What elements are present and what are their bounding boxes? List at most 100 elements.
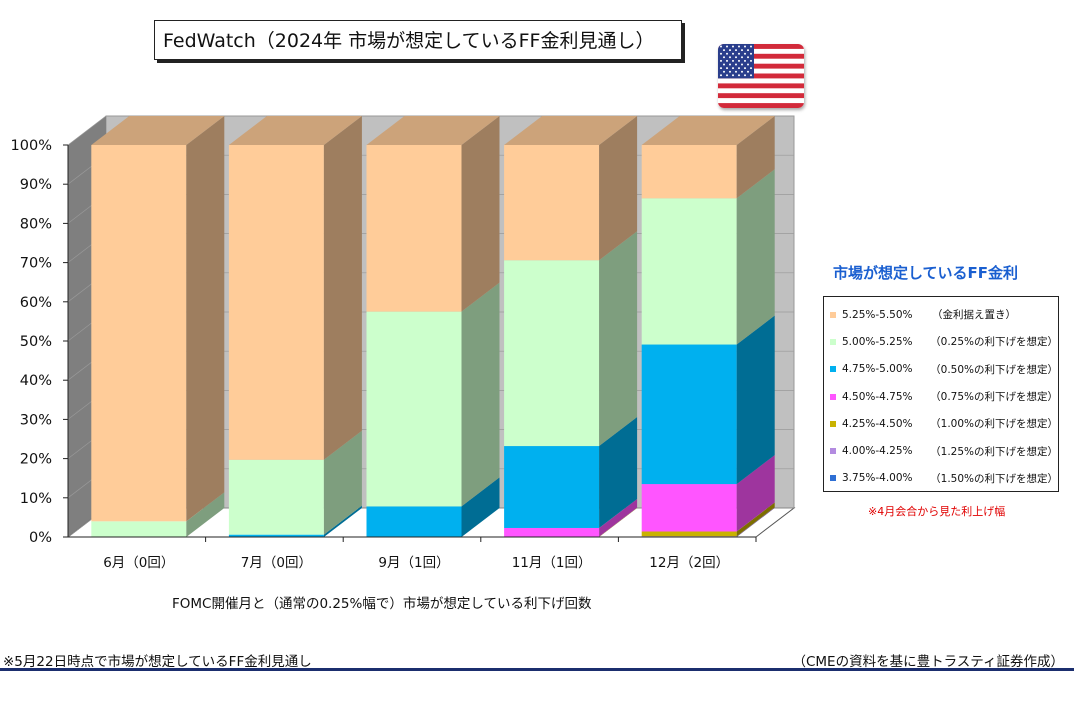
footer-rule (0, 668, 1074, 671)
flag-star (723, 63, 725, 66)
flag-star (747, 63, 749, 66)
footer-note: ※5月22日時点で市場が想定しているFF金利見通し (3, 654, 312, 670)
y-tick-label: 80% (20, 216, 52, 232)
bar-segment-side (599, 507, 638, 537)
flag-star (726, 45, 728, 48)
legend-range: 3.75%-4.00% (842, 472, 913, 485)
legend-entry: 5.00%-5.25% （0.25%の利下げを想定） (830, 328, 1058, 355)
bar-segment-side (461, 116, 500, 312)
x-tick-label: 11月（1回） (512, 555, 592, 571)
legend-swatch (830, 475, 836, 482)
flag-star (735, 56, 737, 59)
bar-segment-side (736, 455, 775, 532)
flag-star (720, 52, 722, 55)
legend-entry: 4.75%-5.00% （0.50%の利下げを想定） (830, 356, 1058, 383)
flag-star (747, 49, 749, 52)
flag-star (720, 74, 722, 77)
legend-entry: 5.25%-5.50% （金利据え置き） (830, 301, 1058, 328)
legend-note-text: （0.25%の利下げを想定） (930, 336, 1058, 349)
y-tick-label: 50% (20, 334, 52, 350)
x-tick-label: 7月（0回） (241, 555, 312, 571)
flag-star (729, 49, 731, 52)
flag-star (744, 74, 746, 77)
flag-star (732, 59, 734, 62)
bar-segment (228, 459, 324, 535)
flag-star (747, 70, 749, 73)
bar-segment (641, 344, 737, 485)
x-tick-label: 6月（0回） (103, 555, 174, 571)
legend-swatch (830, 311, 836, 318)
y-tick-label: 60% (20, 295, 52, 311)
flag-star (738, 45, 740, 48)
legend-range: 4.25%-4.50% (842, 417, 913, 430)
bar-segment-side (599, 231, 638, 447)
flag-star (729, 63, 731, 66)
flag-star (741, 63, 743, 66)
bar-segment-side (186, 116, 225, 522)
y-axis: 0% 10% 20% 30% 40% 50% 60% 70% 80% 90% 100% (11, 138, 69, 546)
legend-note-text: （1.25%の利下げを想定） (930, 445, 1058, 458)
flag-star (726, 52, 728, 55)
bar-segment-side (736, 502, 775, 537)
y-tick-label: 70% (20, 256, 52, 272)
legend-note-text: （1.50%の利下げを想定） (930, 472, 1058, 485)
flag-star (741, 70, 743, 73)
bar-stack (641, 116, 775, 537)
bar-segment-side (323, 505, 362, 537)
bar-segment (504, 145, 600, 261)
flag-star (723, 56, 725, 59)
bar-segment-side (736, 315, 775, 485)
flag-star (750, 52, 752, 55)
legend-range: 4.75%-5.00% (842, 363, 913, 376)
legend-range: 4.00%-4.25% (842, 445, 913, 458)
bar-segment (91, 521, 187, 537)
flag-star (750, 45, 752, 48)
bar-segment (366, 311, 462, 507)
legend-entry: 4.50%-4.75% （0.75%の利下げを想定） (830, 383, 1058, 410)
legend-note-text: （0.75%の利下げを想定） (930, 391, 1058, 404)
flag-star (741, 49, 743, 52)
flag-star (726, 74, 728, 77)
flag-star (720, 45, 722, 48)
chart-bars (91, 116, 775, 537)
y-tick-label: 20% (20, 452, 52, 468)
bar-segment-side (599, 498, 638, 537)
flag-star (732, 45, 734, 48)
bar-segment (641, 145, 737, 199)
legend-entry: 4.25%-4.50% （1.00%の利下げを想定） (830, 410, 1058, 437)
bar-stack (366, 116, 500, 537)
bar-segment (641, 198, 737, 345)
flag-star (744, 59, 746, 62)
chart-title: FedWatch（2024年 市場が想定しているFF金利見通し） (154, 20, 682, 60)
bar-stack (504, 116, 638, 537)
flag-star (723, 49, 725, 52)
footer-source: （CMEの資料を基に豊トラスティ証券作成） (792, 654, 1064, 670)
flag-star (720, 67, 722, 70)
bar-segment (641, 531, 737, 537)
x-tick-label: 9月（1回） (378, 555, 449, 571)
flag-star (750, 59, 752, 62)
flag-star (750, 74, 752, 77)
legend-entry: 3.75%-4.00% （1.50%の利下げを想定） (830, 465, 1058, 492)
bar-segment-side (599, 417, 638, 528)
bar-segment (504, 260, 600, 447)
y-tick-label: 90% (20, 177, 52, 193)
bar-segment (228, 534, 324, 537)
legend-swatch (830, 420, 836, 427)
y-tick-label: 0% (29, 530, 52, 546)
bar-segment (366, 506, 462, 537)
flag-star (723, 70, 725, 73)
flag-star (747, 56, 749, 59)
us-flag-icon (718, 44, 804, 108)
legend-annotation: ※4月会合から見た利上げ幅 (868, 505, 1006, 518)
legend-range: 4.50%-4.75% (842, 390, 913, 403)
bar-top (91, 116, 225, 145)
legend: 5.25%-5.50% （金利据え置き） 5.00%-5.25% （0.25%の利下げ… (823, 296, 1059, 492)
x-tick-label: 12月（2回） (649, 555, 729, 571)
bar-segment-side (186, 492, 225, 537)
bar-segment-side (736, 507, 775, 537)
flag-star (735, 70, 737, 73)
legend-swatch (830, 393, 836, 400)
bar-segment (504, 446, 600, 528)
